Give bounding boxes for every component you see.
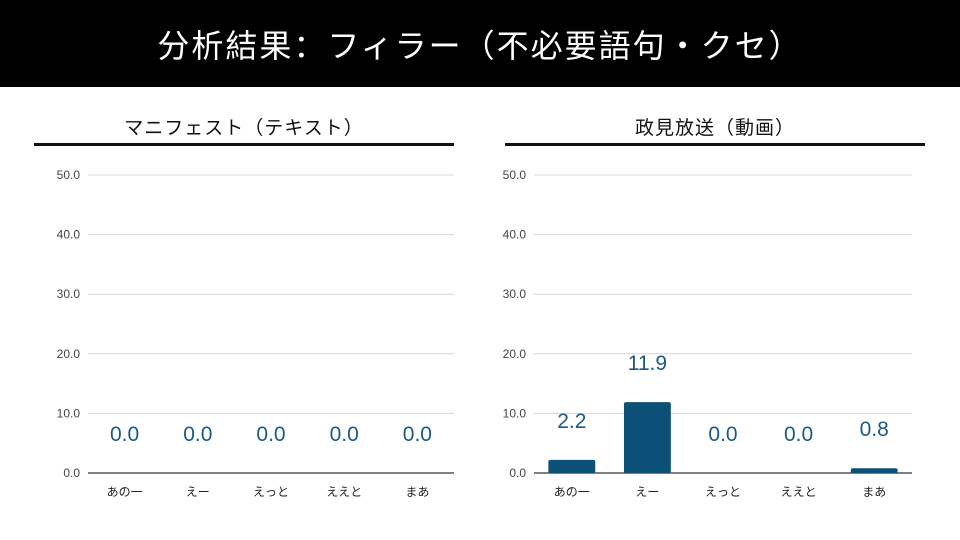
x-tick-label: あの一 <box>554 485 590 499</box>
y-tick-label: 20.0 <box>503 347 527 361</box>
data-label: 0.0 <box>110 423 139 446</box>
chart-title-broadcast: 政見放送（動画） <box>634 117 795 139</box>
y-tick-label: 30.0 <box>503 287 527 301</box>
y-tick-label: 0.0 <box>63 466 80 480</box>
chart-title-manifesto: マニフェスト（テキスト） <box>124 117 364 139</box>
y-tick-label: 0.0 <box>509 466 526 480</box>
data-label: 0.0 <box>256 423 285 446</box>
y-tick-label: 10.0 <box>57 406 81 420</box>
x-tick-label: まあ <box>405 485 429 499</box>
data-label: 0.0 <box>784 423 813 446</box>
y-tick-label: 50.0 <box>503 168 527 182</box>
data-label: 2.2 <box>557 410 586 433</box>
x-tick-label: まあ <box>862 485 886 499</box>
data-label: 0.0 <box>708 423 737 446</box>
x-tick-label: ええと <box>781 485 817 499</box>
data-label: 0.8 <box>860 418 889 441</box>
bar-chart-manifesto: 0.0 10.0 20.0 30.0 40.0 50.0 0.0 あの一 0.0 えー 0.0 えっと… <box>57 168 454 499</box>
chart-title-underline <box>505 143 925 146</box>
x-tick-label: えっと <box>253 485 289 499</box>
x-tick-label: ええと <box>326 485 362 499</box>
y-tick-label: 10.0 <box>503 406 527 420</box>
x-tick-label: えっと <box>705 485 741 499</box>
data-label: 0.0 <box>403 423 432 446</box>
data-label: 0.0 <box>330 423 359 446</box>
y-tick-label: 30.0 <box>57 287 81 301</box>
bar <box>623 402 671 473</box>
page-title: 分析結果：フィラー（不必要語句・クセ） <box>0 0 960 87</box>
y-tick-label: 20.0 <box>57 347 81 361</box>
x-tick-label: えー <box>186 485 210 499</box>
bar <box>548 459 596 473</box>
data-label: 11.9 <box>628 352 667 375</box>
y-tick-label: 40.0 <box>57 228 81 242</box>
y-tick-label: 50.0 <box>57 168 81 182</box>
bar <box>850 468 898 473</box>
y-tick-label: 40.0 <box>503 228 527 242</box>
x-tick-label: えー <box>635 485 659 499</box>
bar-chart-broadcast: 0.0 10.0 20.0 30.0 40.0 50.0 2.2 あの一 11.9 えー 0.0 えっ… <box>503 168 912 499</box>
data-label: 0.0 <box>183 423 212 446</box>
chart-title-underline <box>34 143 454 146</box>
x-tick-label: あの一 <box>107 485 143 499</box>
